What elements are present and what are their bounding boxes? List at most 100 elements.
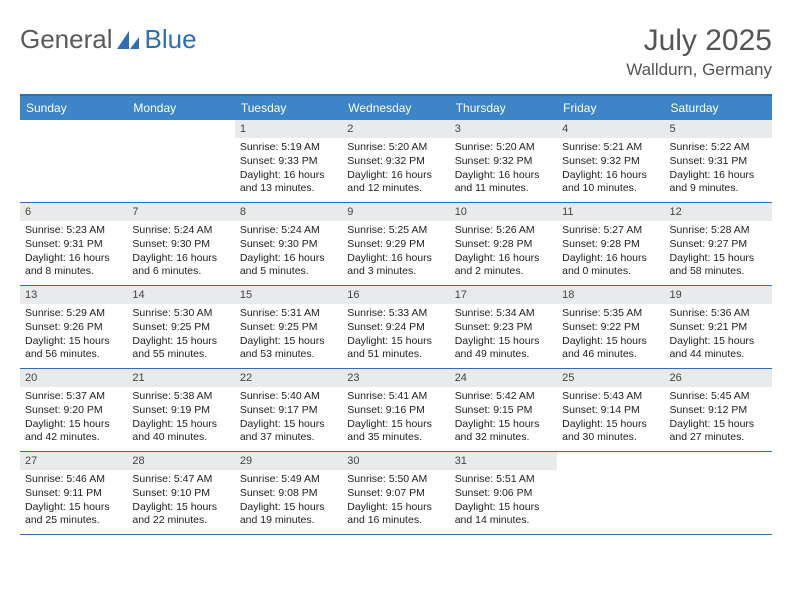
sunrise-text: Sunrise: 5:43 AM	[562, 390, 659, 404]
calendar: SundayMondayTuesdayWednesdayThursdayFrid…	[20, 94, 772, 535]
day-content: Sunrise: 5:24 AMSunset: 9:30 PMDaylight:…	[235, 221, 342, 284]
sunrise-text: Sunrise: 5:49 AM	[240, 473, 337, 487]
calendar-cell: 27Sunrise: 5:46 AMSunset: 9:11 PMDayligh…	[20, 452, 127, 534]
day-content: Sunrise: 5:34 AMSunset: 9:23 PMDaylight:…	[450, 304, 557, 367]
calendar-cell: 30Sunrise: 5:50 AMSunset: 9:07 PMDayligh…	[342, 452, 449, 534]
day-content: Sunrise: 5:42 AMSunset: 9:15 PMDaylight:…	[450, 387, 557, 450]
day-content: Sunrise: 5:29 AMSunset: 9:26 PMDaylight:…	[20, 304, 127, 367]
daylight-text: Daylight: 15 hours and 55 minutes.	[132, 335, 229, 362]
daylight-text: Daylight: 16 hours and 13 minutes.	[240, 169, 337, 196]
daylight-text: Daylight: 15 hours and 49 minutes.	[455, 335, 552, 362]
day-number: 23	[342, 369, 449, 387]
daylight-text: Daylight: 16 hours and 6 minutes.	[132, 252, 229, 279]
daylight-text: Daylight: 15 hours and 27 minutes.	[670, 418, 767, 445]
day-number: 5	[665, 120, 772, 138]
daylight-text: Daylight: 15 hours and 30 minutes.	[562, 418, 659, 445]
daylight-text: Daylight: 15 hours and 14 minutes.	[455, 501, 552, 528]
daylight-text: Daylight: 15 hours and 51 minutes.	[347, 335, 444, 362]
sunrise-text: Sunrise: 5:24 AM	[132, 224, 229, 238]
sunset-text: Sunset: 9:19 PM	[132, 404, 229, 418]
day-content: Sunrise: 5:27 AMSunset: 9:28 PMDaylight:…	[557, 221, 664, 284]
sunrise-text: Sunrise: 5:21 AM	[562, 141, 659, 155]
sunset-text: Sunset: 9:21 PM	[670, 321, 767, 335]
day-content: Sunrise: 5:37 AMSunset: 9:20 PMDaylight:…	[20, 387, 127, 450]
daylight-text: Daylight: 15 hours and 40 minutes.	[132, 418, 229, 445]
day-number: 18	[557, 286, 664, 304]
day-content: Sunrise: 5:23 AMSunset: 9:31 PMDaylight:…	[20, 221, 127, 284]
sunrise-text: Sunrise: 5:33 AM	[347, 307, 444, 321]
sunrise-text: Sunrise: 5:29 AM	[25, 307, 122, 321]
day-content: Sunrise: 5:25 AMSunset: 9:29 PMDaylight:…	[342, 221, 449, 284]
sunrise-text: Sunrise: 5:47 AM	[132, 473, 229, 487]
day-number: 15	[235, 286, 342, 304]
day-content: Sunrise: 5:47 AMSunset: 9:10 PMDaylight:…	[127, 470, 234, 533]
day-number: 28	[127, 452, 234, 470]
calendar-cell: 19Sunrise: 5:36 AMSunset: 9:21 PMDayligh…	[665, 286, 772, 368]
sunrise-text: Sunrise: 5:31 AM	[240, 307, 337, 321]
calendar-cell: 22Sunrise: 5:40 AMSunset: 9:17 PMDayligh…	[235, 369, 342, 451]
sunset-text: Sunset: 9:23 PM	[455, 321, 552, 335]
daylight-text: Daylight: 16 hours and 0 minutes.	[562, 252, 659, 279]
sunset-text: Sunset: 9:31 PM	[670, 155, 767, 169]
sunset-text: Sunset: 9:16 PM	[347, 404, 444, 418]
calendar-cell: .	[665, 452, 772, 534]
sunset-text: Sunset: 9:31 PM	[25, 238, 122, 252]
sunrise-text: Sunrise: 5:20 AM	[455, 141, 552, 155]
daylight-text: Daylight: 15 hours and 42 minutes.	[25, 418, 122, 445]
calendar-cell: 13Sunrise: 5:29 AMSunset: 9:26 PMDayligh…	[20, 286, 127, 368]
day-number: 3	[450, 120, 557, 138]
day-number: 2	[342, 120, 449, 138]
sunrise-text: Sunrise: 5:34 AM	[455, 307, 552, 321]
calendar-cell: 5Sunrise: 5:22 AMSunset: 9:31 PMDaylight…	[665, 120, 772, 202]
calendar-cell: 16Sunrise: 5:33 AMSunset: 9:24 PMDayligh…	[342, 286, 449, 368]
day-number: 9	[342, 203, 449, 221]
sunset-text: Sunset: 9:10 PM	[132, 487, 229, 501]
day-number: 29	[235, 452, 342, 470]
logo-text-general: General	[20, 24, 113, 55]
day-content: Sunrise: 5:20 AMSunset: 9:32 PMDaylight:…	[342, 138, 449, 201]
sunset-text: Sunset: 9:14 PM	[562, 404, 659, 418]
sunrise-text: Sunrise: 5:38 AM	[132, 390, 229, 404]
day-header: Wednesday	[342, 96, 449, 120]
week-row: 6Sunrise: 5:23 AMSunset: 9:31 PMDaylight…	[20, 203, 772, 286]
day-number: 25	[557, 369, 664, 387]
sunrise-text: Sunrise: 5:28 AM	[670, 224, 767, 238]
sunset-text: Sunset: 9:30 PM	[132, 238, 229, 252]
sunrise-text: Sunrise: 5:23 AM	[25, 224, 122, 238]
sunset-text: Sunset: 9:17 PM	[240, 404, 337, 418]
daylight-text: Daylight: 15 hours and 46 minutes.	[562, 335, 659, 362]
daylight-text: Daylight: 15 hours and 44 minutes.	[670, 335, 767, 362]
calendar-cell: 12Sunrise: 5:28 AMSunset: 9:27 PMDayligh…	[665, 203, 772, 285]
sunset-text: Sunset: 9:33 PM	[240, 155, 337, 169]
sunrise-text: Sunrise: 5:20 AM	[347, 141, 444, 155]
day-content: Sunrise: 5:31 AMSunset: 9:25 PMDaylight:…	[235, 304, 342, 367]
day-content: Sunrise: 5:24 AMSunset: 9:30 PMDaylight:…	[127, 221, 234, 284]
day-content: Sunrise: 5:30 AMSunset: 9:25 PMDaylight:…	[127, 304, 234, 367]
calendar-cell: 18Sunrise: 5:35 AMSunset: 9:22 PMDayligh…	[557, 286, 664, 368]
header: General Blue July 2025 Walldurn, Germany	[20, 24, 772, 80]
calendar-cell: 26Sunrise: 5:45 AMSunset: 9:12 PMDayligh…	[665, 369, 772, 451]
day-header: Tuesday	[235, 96, 342, 120]
sunset-text: Sunset: 9:25 PM	[240, 321, 337, 335]
calendar-cell: 31Sunrise: 5:51 AMSunset: 9:06 PMDayligh…	[450, 452, 557, 534]
title-month: July 2025	[626, 24, 772, 58]
calendar-cell: .	[557, 452, 664, 534]
day-header: Friday	[557, 96, 664, 120]
sunset-text: Sunset: 9:32 PM	[562, 155, 659, 169]
sunrise-text: Sunrise: 5:30 AM	[132, 307, 229, 321]
day-header-row: SundayMondayTuesdayWednesdayThursdayFrid…	[20, 96, 772, 120]
day-content: Sunrise: 5:20 AMSunset: 9:32 PMDaylight:…	[450, 138, 557, 201]
sunset-text: Sunset: 9:29 PM	[347, 238, 444, 252]
calendar-cell: 9Sunrise: 5:25 AMSunset: 9:29 PMDaylight…	[342, 203, 449, 285]
daylight-text: Daylight: 15 hours and 19 minutes.	[240, 501, 337, 528]
day-number: 8	[235, 203, 342, 221]
daylight-text: Daylight: 15 hours and 53 minutes.	[240, 335, 337, 362]
day-number: 21	[127, 369, 234, 387]
day-content: Sunrise: 5:36 AMSunset: 9:21 PMDaylight:…	[665, 304, 772, 367]
sail-icon	[115, 29, 141, 51]
day-number: 6	[20, 203, 127, 221]
sunrise-text: Sunrise: 5:22 AM	[670, 141, 767, 155]
day-number: 20	[20, 369, 127, 387]
calendar-cell: .	[127, 120, 234, 202]
daylight-text: Daylight: 15 hours and 35 minutes.	[347, 418, 444, 445]
